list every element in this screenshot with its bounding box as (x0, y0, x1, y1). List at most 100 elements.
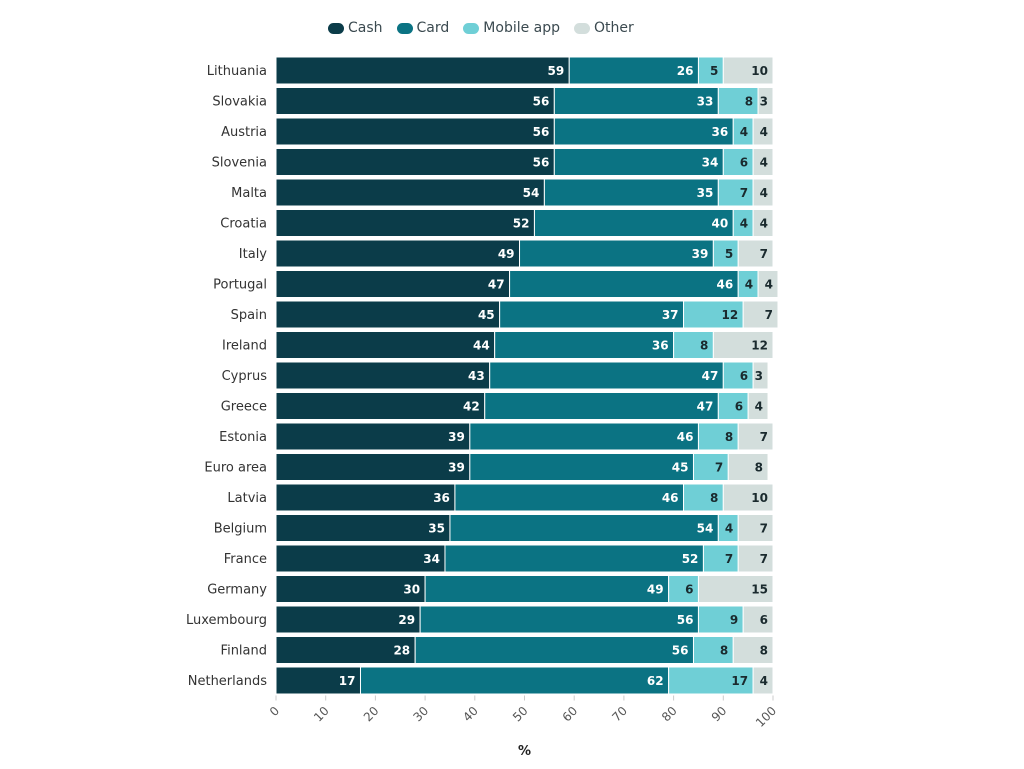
bar-segment-card (553, 87, 719, 115)
bar-segment-cash (275, 209, 535, 237)
data-label: 9 (730, 613, 738, 627)
data-label: 46 (677, 430, 694, 444)
data-label: 8 (755, 461, 763, 475)
bar-segment-other (757, 270, 779, 298)
legend-swatch (328, 22, 344, 34)
data-label: 4 (755, 400, 763, 414)
bar-segment-card (359, 666, 670, 695)
category-label: Slovakia (212, 95, 267, 110)
bar-segment-mobile-app (702, 544, 739, 573)
data-label: 59 (548, 64, 565, 78)
data-label: 45 (478, 308, 495, 322)
x-tick-label: 70 (609, 704, 630, 725)
bar-segment-mobile-app (697, 56, 724, 85)
bar-segment-cash (275, 331, 496, 359)
bar-segment-mobile-app (673, 331, 714, 359)
data-label: 36 (712, 125, 729, 139)
data-label: 6 (740, 156, 748, 170)
bar-segment-other (737, 422, 774, 451)
bar-segment-card (543, 178, 719, 207)
x-tick-label: 40 (460, 704, 481, 725)
data-label: 15 (751, 583, 768, 597)
bar-segment-cash (275, 300, 501, 329)
bar-segment-card (568, 56, 699, 85)
category-label: Portugal (213, 278, 267, 293)
category-label: Luxembourg (186, 613, 267, 628)
bar-segment-cash (275, 514, 451, 542)
data-label: 4 (760, 217, 768, 231)
bar-segment-cash (275, 544, 446, 573)
data-label: 6 (740, 369, 748, 383)
data-label: 7 (725, 552, 733, 566)
bar-segment-mobile-app (722, 148, 754, 176)
category-label: Belgium (214, 522, 267, 537)
data-label: 47 (697, 400, 714, 414)
data-label: 52 (513, 217, 530, 231)
category-label: Germany (207, 583, 267, 598)
data-label: 4 (745, 278, 753, 292)
bar-segment-cash (275, 56, 570, 85)
x-axis-title: % (518, 744, 531, 759)
data-label: 36 (652, 339, 669, 353)
bar-segment-other (737, 544, 774, 573)
legend-label: Cash (348, 20, 383, 36)
data-label: 28 (393, 644, 410, 658)
legend-item-card[interactable]: Card (396, 20, 449, 36)
bar-segment-card (499, 300, 685, 329)
data-label: 56 (677, 613, 694, 627)
bar-segment-mobile-app (712, 239, 739, 268)
legend-item-other[interactable]: Other (574, 20, 634, 36)
bar-segment-other (742, 300, 779, 329)
data-label: 54 (523, 186, 540, 200)
data-label: 10 (751, 64, 768, 78)
x-tick-label: 80 (659, 704, 680, 725)
data-label: 4 (740, 125, 748, 139)
data-label: 35 (697, 186, 714, 200)
bar-segment-mobile-app (668, 666, 754, 695)
bar-segment-mobile-app (692, 453, 729, 481)
bar-segment-cash (275, 605, 421, 634)
bar-segment-card (444, 544, 704, 573)
bar-segment-mobile-app (697, 422, 739, 451)
bar-segment-cash (275, 636, 416, 664)
bar-segment-mobile-app (717, 392, 749, 420)
bar-segment-card (484, 392, 719, 420)
data-label: 56 (533, 125, 550, 139)
bar-segment-card (454, 483, 685, 512)
legend-item-mobile-app[interactable]: Mobile app (463, 20, 560, 36)
category-label: Malta (231, 186, 267, 201)
data-label: 7 (760, 552, 768, 566)
data-label: 37 (662, 308, 679, 322)
legend-item-cash[interactable]: Cash (328, 20, 383, 36)
bar-segment-card (424, 575, 670, 603)
bar-segment-card (509, 270, 739, 298)
data-label: 4 (760, 125, 768, 139)
data-label: 7 (760, 430, 768, 444)
category-label: Cyprus (222, 369, 268, 384)
data-label: 17 (731, 674, 748, 688)
category-label: Ireland (222, 339, 267, 354)
bar-segment-other (742, 605, 774, 634)
category-label: Slovenia (212, 156, 267, 171)
x-tick-label: 20 (361, 704, 382, 725)
category-label: Austria (221, 125, 267, 140)
x-tick-label: 0 (267, 704, 282, 719)
bar-segment-other (737, 514, 774, 542)
bar-segment-card (469, 422, 699, 451)
bar-segment-card (419, 605, 699, 634)
bar-segment-mobile-app (722, 361, 754, 390)
data-label: 34 (702, 156, 719, 170)
data-label: 34 (423, 552, 440, 566)
data-label: 39 (692, 247, 709, 261)
x-tick-label: 30 (411, 704, 432, 725)
data-label: 3 (755, 369, 763, 383)
data-label: 12 (751, 339, 768, 353)
data-label: 46 (662, 491, 679, 505)
data-label: 4 (725, 522, 733, 536)
data-label: 56 (533, 95, 550, 109)
data-label: 4 (740, 217, 748, 231)
bar-segment-other (712, 331, 774, 359)
category-label: Italy (239, 247, 268, 262)
data-label: 7 (765, 308, 773, 322)
data-label: 5 (710, 64, 718, 78)
